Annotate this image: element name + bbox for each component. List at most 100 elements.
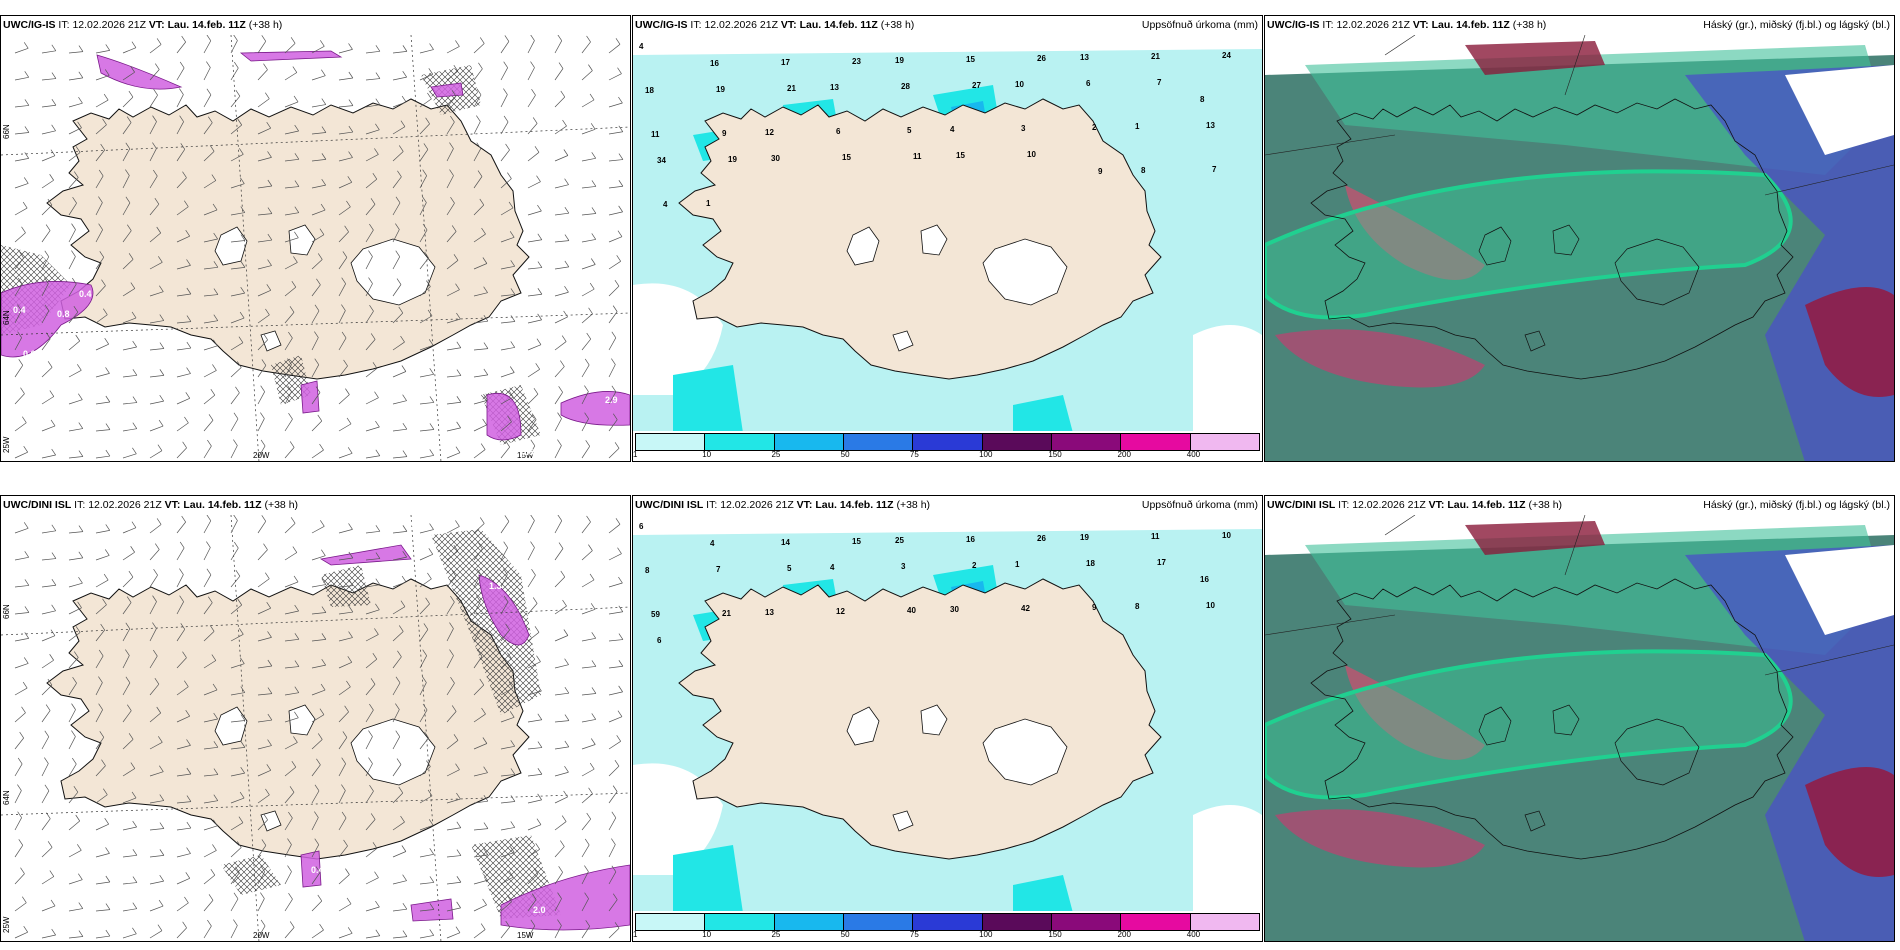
wind-barb-flag — [126, 596, 132, 603]
wind-barb-flag — [320, 203, 326, 211]
iceland-coastline — [1310, 98, 1794, 380]
wind-barb — [95, 175, 104, 189]
init-time: 12.02.2026 21Z — [72, 19, 146, 31]
wind-barb — [392, 126, 406, 135]
wind-barb-flag — [51, 579, 57, 586]
wind-barb — [419, 49, 434, 54]
wind-barb — [203, 345, 218, 351]
wind-barb — [311, 817, 319, 831]
model-name: UWC/IG-IS — [635, 19, 688, 31]
wind-barb-flag — [482, 898, 487, 906]
wind-barb — [554, 664, 569, 669]
precip-10mm-area — [1013, 875, 1073, 913]
precip-value: 21 — [1151, 52, 1160, 61]
precip-value: 9 — [722, 129, 727, 138]
wind-barb — [230, 547, 239, 561]
wind-barb — [365, 397, 379, 405]
wind-barb-flag — [429, 848, 435, 855]
wind-barb-flag — [125, 169, 130, 176]
wind-barb — [122, 682, 131, 696]
wind-barb — [311, 714, 325, 723]
wind-barb-flag — [478, 542, 483, 550]
wind-barb — [500, 827, 515, 831]
colorbar-label: 50 — [840, 450, 850, 459]
wind-barb-flag — [557, 515, 563, 521]
wind-barb-flag — [294, 124, 299, 132]
wind-barb-flag — [372, 172, 378, 180]
wind-barb-flag — [266, 764, 272, 771]
wind-barb — [95, 881, 110, 885]
wind-barb-flag — [368, 730, 373, 737]
wind-barb — [608, 611, 623, 615]
wind-barb-flag — [480, 923, 486, 930]
wind-barb — [41, 584, 56, 588]
wind-barb-flag — [370, 678, 376, 685]
wind-barb-flag — [159, 849, 165, 856]
wind-barb — [311, 132, 326, 135]
wind-barb — [257, 445, 266, 459]
wind-barb — [608, 44, 621, 54]
wind-barb-flag — [478, 62, 483, 70]
wind-barb-flag — [348, 125, 354, 133]
wind-barb — [527, 520, 535, 534]
wind-barb — [446, 740, 459, 750]
wind-barb-flag — [186, 367, 191, 374]
precip-rate-area — [560, 391, 630, 426]
wind-barb-flag — [128, 90, 134, 98]
wind-barb — [581, 719, 596, 723]
wind-barb — [365, 848, 378, 858]
wind-barb-flag — [156, 518, 162, 525]
wind-barb — [527, 319, 542, 324]
wind-barb — [311, 664, 326, 669]
wind-barb — [311, 104, 326, 108]
wind-barb-flag — [51, 44, 57, 52]
wind-barb-flag — [179, 61, 185, 69]
wind-barb — [14, 365, 24, 378]
wind-barb-flag — [267, 687, 273, 694]
wind-barb — [527, 849, 540, 858]
wind-barb — [311, 209, 326, 216]
wind-barb — [527, 925, 536, 939]
wind-barb — [95, 257, 105, 270]
graticule — [1, 515, 630, 941]
wind-barb-flag — [476, 595, 481, 602]
wind-barb-flag — [261, 35, 267, 42]
wind-barb — [365, 368, 378, 378]
wind-barb — [284, 186, 299, 189]
wind-barb-flag — [235, 569, 241, 577]
precip-value: 6 — [657, 636, 662, 645]
wind-barb — [581, 239, 596, 243]
wind-barb — [41, 104, 56, 108]
wind-barb — [41, 635, 56, 642]
wind-barb — [14, 207, 28, 216]
wind-barb — [365, 339, 376, 351]
wind-barb-flag — [423, 143, 429, 150]
wind-barb-flag — [370, 198, 376, 205]
wind-barb — [41, 367, 53, 378]
precip-value: 1 — [1015, 560, 1020, 569]
wind-barb — [14, 638, 29, 642]
wind-barb — [419, 123, 430, 135]
wind-barb — [14, 183, 29, 189]
wind-barb-flag — [17, 811, 22, 818]
wind-barb-flag — [321, 578, 327, 585]
wind-barb-flag — [125, 622, 131, 629]
wind-barb — [149, 320, 164, 324]
wind-barb — [500, 178, 512, 189]
wind-barb-flag — [131, 521, 137, 528]
wind-barb — [554, 605, 567, 615]
precip-value: 28 — [901, 82, 910, 91]
wind-barb-flag — [267, 713, 273, 721]
wind-barb-flag — [481, 227, 486, 235]
wind-barb — [14, 105, 29, 108]
wind-barb-flag — [398, 145, 404, 152]
wind-barb — [203, 746, 218, 750]
wind-barb-flag — [616, 735, 621, 742]
wind-barb-flag — [24, 632, 30, 639]
wind-barb-flag — [591, 632, 597, 639]
wind-barb — [14, 763, 23, 777]
wind-barb — [284, 337, 293, 351]
wind-barb-flag — [450, 196, 455, 204]
wind-barb-flag — [44, 730, 50, 737]
wind-barb-flag — [71, 223, 76, 230]
